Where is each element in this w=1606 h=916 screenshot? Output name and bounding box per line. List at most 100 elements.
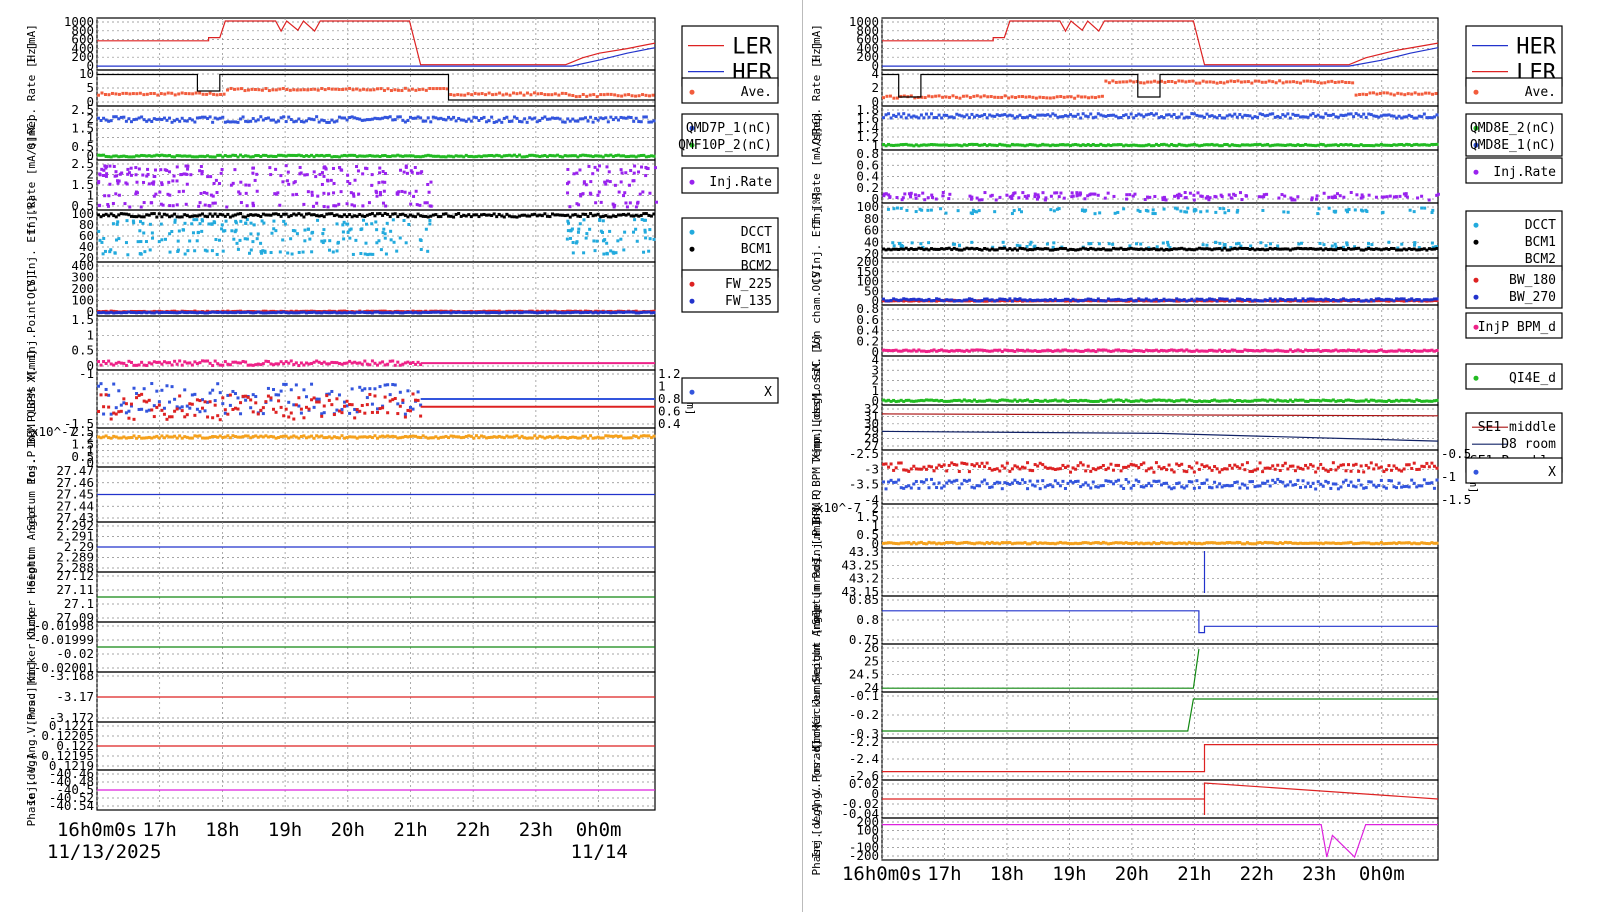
data-point <box>211 249 214 252</box>
data-point <box>289 89 292 92</box>
plot-frame <box>97 106 655 160</box>
data-point <box>1341 80 1344 83</box>
data-point <box>134 166 137 169</box>
data-point <box>376 87 379 90</box>
data-point <box>148 182 151 185</box>
data-point <box>371 173 374 176</box>
data-point <box>307 228 310 231</box>
data-point <box>1228 193 1231 196</box>
data-point <box>395 250 398 253</box>
data-point <box>370 222 373 225</box>
data-point <box>260 252 263 255</box>
data-point <box>1139 81 1142 84</box>
data-point <box>155 216 158 219</box>
data-point <box>108 165 111 168</box>
data-point <box>923 198 926 201</box>
data-point <box>1084 95 1087 98</box>
data-point <box>198 399 201 402</box>
data-point <box>341 88 344 91</box>
data-point <box>1122 80 1125 83</box>
data-point <box>385 252 388 255</box>
data-point <box>1173 195 1176 198</box>
data-point <box>389 230 392 233</box>
data-point <box>1155 112 1158 115</box>
data-point <box>237 248 240 251</box>
data-point <box>969 96 972 99</box>
data-point <box>307 190 310 193</box>
data-point <box>607 120 610 123</box>
data-point <box>280 406 283 409</box>
data-point <box>637 170 640 173</box>
data-point <box>168 170 171 173</box>
data-point <box>100 168 103 171</box>
y2-tick-label: 0.4 <box>658 416 681 431</box>
data-point <box>1361 209 1364 212</box>
data-point <box>125 92 128 95</box>
data-point <box>1214 211 1217 214</box>
y-tick-label: -0.01998 <box>34 618 94 633</box>
data-point <box>153 415 156 418</box>
data-point <box>290 388 293 391</box>
data-point <box>254 88 257 91</box>
data-point <box>219 93 222 96</box>
data-point <box>636 240 639 243</box>
x-date-label: 11/13/2025 <box>47 841 161 863</box>
data-point <box>226 413 229 416</box>
data-point <box>979 95 982 98</box>
data-point <box>503 215 506 218</box>
data-point <box>206 215 209 218</box>
data-point <box>126 219 129 222</box>
data-point <box>325 168 328 171</box>
data-point <box>313 406 316 409</box>
data-point <box>285 164 288 167</box>
legend-label: InjP BPM_d <box>1478 320 1556 335</box>
data-point <box>193 414 196 417</box>
data-point <box>146 93 149 96</box>
data-point <box>338 393 341 396</box>
data-point <box>269 173 272 176</box>
data-point <box>432 87 435 90</box>
data-point <box>100 382 103 385</box>
data-point <box>286 179 289 182</box>
data-point <box>315 115 318 118</box>
legend-marker <box>1474 240 1479 245</box>
data-point <box>332 204 335 207</box>
data-point <box>248 252 251 255</box>
data-point <box>357 193 360 196</box>
legend-marker <box>1474 278 1479 283</box>
data-point <box>1218 242 1221 245</box>
data-point <box>1285 80 1288 83</box>
data-point <box>1269 242 1272 245</box>
data-point <box>983 191 986 194</box>
data-point <box>1163 116 1166 119</box>
data-point <box>460 94 463 97</box>
data-point <box>160 389 163 392</box>
data-point <box>648 192 651 195</box>
data-point <box>1122 207 1125 210</box>
data-point <box>375 228 378 231</box>
data-point <box>634 228 637 231</box>
data-point <box>158 191 161 194</box>
data-point <box>608 170 611 173</box>
legend-label: Inj.Rate <box>709 175 772 190</box>
data-point <box>616 239 619 242</box>
data-point <box>1250 82 1253 85</box>
data-point <box>239 412 242 415</box>
data-point <box>953 116 956 119</box>
data-point <box>587 120 590 123</box>
data-point <box>351 387 354 390</box>
data-point <box>900 244 903 247</box>
data-point <box>406 172 409 175</box>
data-point <box>533 91 536 94</box>
data-point <box>390 238 393 241</box>
data-point <box>264 400 267 403</box>
data-point <box>1184 80 1187 83</box>
data-point <box>114 175 117 178</box>
data-point <box>270 232 273 235</box>
data-point <box>585 95 588 98</box>
data-point <box>1417 93 1420 96</box>
data-point <box>919 242 922 245</box>
data-point <box>292 418 295 421</box>
data-point <box>1049 208 1052 211</box>
